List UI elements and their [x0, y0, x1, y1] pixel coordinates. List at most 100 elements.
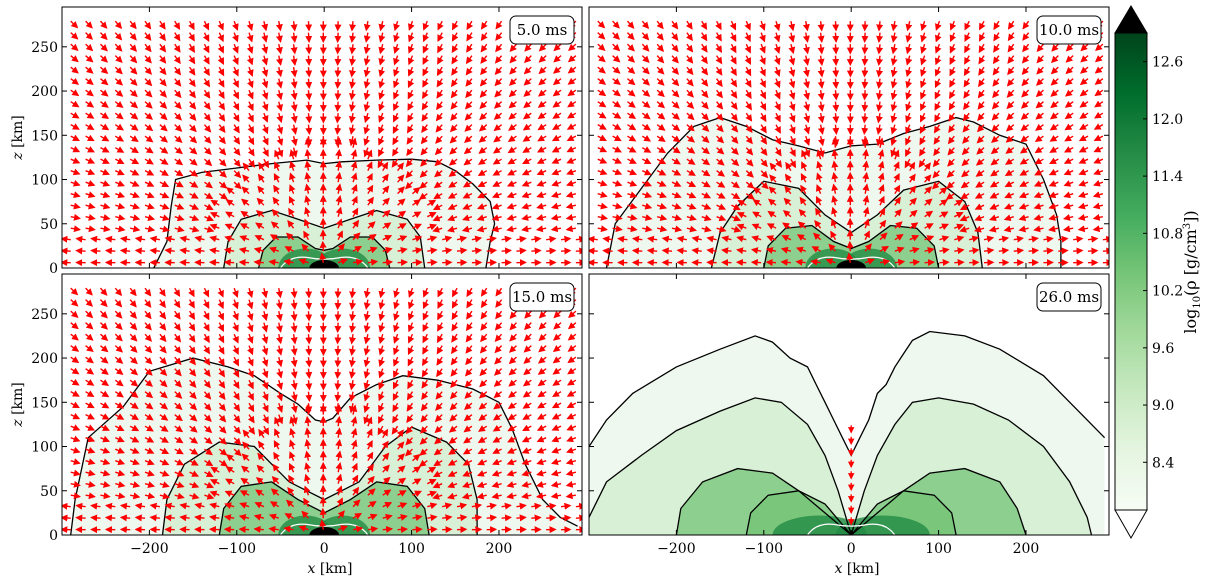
velocity-arrow [305, 44, 313, 55]
velocity-arrow [350, 172, 358, 183]
velocity-arrow [85, 89, 94, 97]
velocity-arrow [450, 89, 458, 99]
velocity-arrow [1102, 235, 1109, 243]
velocity-arrow [478, 124, 488, 132]
velocity-arrow [85, 123, 95, 131]
velocity-arrow [334, 357, 342, 368]
velocity-arrow [691, 247, 702, 255]
velocity-arrow [448, 169, 458, 177]
velocity-arrow [334, 78, 342, 89]
velocity-arrow [378, 135, 385, 146]
velocity-arrow [334, 391, 342, 402]
velocity-arrow [253, 525, 264, 533]
y-tick-label: 200 [31, 351, 58, 367]
velocity-arrow [1087, 247, 1099, 255]
velocity-arrow [233, 124, 240, 134]
velocity-arrow [422, 55, 429, 65]
velocity-arrow [144, 89, 153, 98]
velocity-arrow [99, 43, 108, 52]
velocity-arrow [271, 208, 280, 218]
velocity-arrow [491, 225, 502, 233]
velocity-arrow [427, 223, 438, 231]
velocity-arrow [233, 147, 241, 156]
velocity-arrow [62, 235, 71, 243]
y-tick-label: 250 [31, 40, 58, 56]
velocity-arrow [846, 240, 854, 252]
velocity-arrow [404, 181, 413, 190]
velocity-arrow [456, 235, 468, 243]
velocity-arrow [393, 89, 400, 100]
velocity-arrow [144, 101, 153, 109]
velocity-arrow [412, 199, 421, 207]
velocity-arrow [70, 32, 79, 40]
velocity-arrow [304, 171, 312, 183]
velocity-arrow [158, 20, 166, 30]
velocity-arrow [129, 89, 138, 98]
y-tick-label: 0 [49, 528, 58, 544]
velocity-arrow [261, 66, 269, 78]
velocity-arrow [471, 514, 483, 522]
velocity-arrow [419, 170, 428, 178]
velocity-arrow [560, 247, 572, 255]
velocity-arrow [268, 246, 279, 254]
velocity-arrow [189, 147, 198, 155]
velocity-arrow [238, 525, 250, 533]
velocity-arrow [393, 78, 400, 89]
velocity-arrow [104, 514, 116, 522]
velocity-arrow [422, 78, 429, 88]
velocity-arrow [462, 192, 473, 199]
x-tick-label: 0 [847, 541, 856, 557]
velocity-arrow [397, 210, 407, 218]
velocity-arrow [434, 147, 443, 156]
panel-4: −200 −100 0 100 200 26.0 ms x [km] [588, 273, 1110, 577]
velocity-arrow [174, 225, 185, 233]
velocity-arrow [149, 235, 160, 243]
colorbar-ticks: 12.6 12.0 11.4 10.8 10.2 9.6 9.0 8.4 [1143, 55, 1183, 471]
velocity-arrow [363, 21, 371, 32]
velocity-arrow [406, 124, 414, 134]
velocity-arrow [477, 169, 488, 177]
velocity-arrow [217, 66, 225, 77]
velocity-arrow [209, 247, 220, 255]
velocity-arrow [305, 67, 313, 78]
velocity-arrow [406, 147, 414, 157]
velocity-arrow [114, 66, 123, 75]
velocity-arrow [285, 232, 295, 241]
velocity-arrow [1073, 247, 1084, 255]
velocity-arrow [832, 113, 840, 124]
velocity-arrow [435, 112, 443, 122]
velocity-arrow [461, 225, 473, 233]
velocity-arrow [393, 20, 400, 32]
velocity-arrow [427, 212, 437, 219]
velocity-arrow [247, 135, 255, 146]
velocity-arrow [276, 112, 284, 124]
velocity-arrow [303, 230, 310, 241]
velocity-arrow [861, 101, 869, 112]
velocity-arrow [179, 247, 190, 255]
velocity-arrow [351, 183, 358, 194]
velocity-arrow [159, 66, 167, 76]
velocity-arrow [100, 214, 111, 221]
velocity-arrow [407, 101, 414, 111]
velocity-arrow [129, 66, 138, 75]
velocity-arrow [378, 43, 386, 55]
velocity-arrow [418, 192, 428, 200]
velocity-arrow [367, 258, 379, 266]
velocity-arrow [144, 78, 153, 87]
velocity-arrow [253, 246, 265, 254]
velocity-arrow [100, 202, 111, 210]
velocity-arrow [336, 218, 343, 229]
velocity-arrow [203, 124, 212, 133]
velocity-arrow [218, 181, 228, 189]
velocity-arrow [70, 100, 80, 108]
velocity-arrow [289, 160, 296, 171]
velocity-arrow [85, 20, 93, 29]
velocity-arrow [349, 67, 356, 78]
velocity-arrow [204, 214, 214, 222]
velocity-arrow [273, 184, 280, 195]
velocity-arrow [159, 124, 168, 132]
velocity-arrow [233, 181, 242, 190]
velocity-arrow [305, 311, 313, 322]
velocity-arrow [334, 334, 342, 345]
velocity-arrow [422, 66, 429, 77]
